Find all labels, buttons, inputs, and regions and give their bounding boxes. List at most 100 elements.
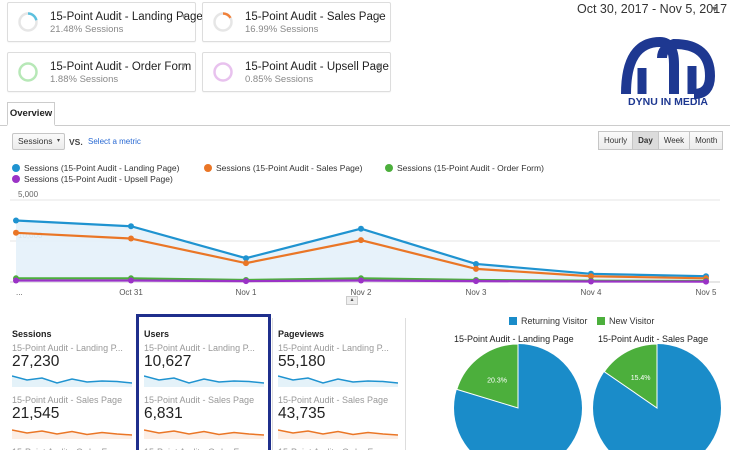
segment-card-sales-page[interactable]: 15-Point Audit - Sales Page 16.99% Sessi… <box>202 2 391 42</box>
series-point <box>128 235 134 242</box>
segment-title: 15-Point Audit - Upsell Page <box>245 61 389 73</box>
scorecard-value: 21,545 <box>12 405 60 422</box>
period-month-button[interactable]: Month <box>689 131 724 150</box>
x-tick-label: Nov 1 <box>236 288 257 297</box>
segment-subtitle: 21.48% Sessions <box>50 24 124 35</box>
collapse-chart-icon[interactable]: ▴ <box>346 296 358 305</box>
scorecard-users[interactable]: Users 15-Point Audit - Landing P... 10,627… <box>144 329 272 450</box>
divider <box>405 318 406 450</box>
segment-ring-icon <box>213 62 233 82</box>
x-tick-label: Nov 5 <box>696 288 717 297</box>
period-day-button[interactable]: Day <box>632 131 659 150</box>
segment-title: 15-Point Audit - Landing Page <box>50 11 203 23</box>
period-week-button[interactable]: Week <box>657 131 691 150</box>
segment-subtitle: 0.85% Sessions <box>245 74 314 85</box>
series-point <box>243 260 249 267</box>
pie-slice-new <box>603 343 658 409</box>
segment-ring-icon <box>213 12 233 32</box>
pie-legend-new: New Visitor <box>597 316 654 326</box>
series-point <box>358 237 364 244</box>
segment-card-landing-page[interactable]: 15-Point Audit - Landing Page 21.48% Ses… <box>7 2 203 42</box>
legend-label: Sessions (15-Point Audit - Upsell Page) <box>24 174 173 184</box>
series-area <box>16 220 706 282</box>
legend-label: Sessions (15-Point Audit - Landing Page) <box>24 163 180 173</box>
brand-logo-text: DYNU IN MEDIA <box>628 96 708 108</box>
chevron-down-icon: ▾ <box>56 138 60 144</box>
scorecard-value: 55,180 <box>278 353 326 370</box>
chevron-down-icon[interactable]: ▾ <box>376 11 381 21</box>
date-range-picker[interactable]: Oct 30, 2017 - Nov 5, 2017 <box>577 2 728 16</box>
segment-card-upsell-page[interactable]: 15-Point Audit - Upsell Page 0.85% Sessi… <box>202 52 391 92</box>
legend-item[interactable]: Sessions (15-Point Audit - Upsell Page) <box>12 174 173 184</box>
chevron-down-icon[interactable]: ▾ <box>181 61 186 71</box>
divider <box>272 318 273 450</box>
scorecard-title: Sessions <box>12 329 52 339</box>
pie-legend-label: New Visitor <box>609 316 655 326</box>
x-tick-label: Nov 3 <box>466 288 487 297</box>
metric-select[interactable]: Sessions ▾ <box>12 133 65 150</box>
series-point <box>128 223 134 230</box>
metric-select-label: Sessions <box>18 136 53 146</box>
pie-title-landing: 15-Point Audit - Landing Page <box>454 334 574 344</box>
x-tick-label: Nov 2 <box>351 288 372 297</box>
sparkline <box>12 429 132 439</box>
sparkline <box>144 429 264 439</box>
period-hourly-button[interactable]: Hourly <box>598 131 634 150</box>
segment-ring-icon <box>18 62 38 82</box>
series-point <box>13 217 19 224</box>
scorecard-pageviews[interactable]: Pageviews 15-Point Audit - Landing P... 55… <box>278 329 406 450</box>
segment-card-order-form[interactable]: 15-Point Audit - Order Form 1.88% Sessio… <box>7 52 196 92</box>
segment-ring-icon <box>18 12 38 32</box>
pie-legend-label: Returning Visitor <box>521 316 588 326</box>
x-tick-label: ... <box>16 288 23 297</box>
tab-overview[interactable]: Overview <box>7 102 55 126</box>
brand-logo <box>621 36 716 99</box>
chevron-down-icon[interactable]: ▾ <box>376 61 381 71</box>
legend-square-icon <box>509 317 517 325</box>
scorecard-segment-label: 15-Point Audit - Order Form <box>12 447 123 450</box>
legend-label: Sessions (15-Point Audit - Sales Page) <box>216 163 363 173</box>
series-point <box>703 278 709 285</box>
scorecard-value: 6,831 <box>144 405 183 422</box>
y-tick-label: 5,000 <box>18 190 39 199</box>
scorecard-segment-label: 15-Point Audit - Sales Page <box>144 395 255 405</box>
scorecard-segment-label: 15-Point Audit - Landing P... <box>12 343 123 353</box>
series-point <box>473 265 479 272</box>
scorecard-value: 10,627 <box>144 353 192 370</box>
legend-item[interactable]: Sessions (15-Point Audit - Landing Page) <box>12 163 179 173</box>
sparkline <box>12 375 132 387</box>
series-point <box>358 225 364 232</box>
series-point <box>13 277 19 284</box>
segment-subtitle: 1.88% Sessions <box>50 74 119 85</box>
scorecard-segment-label: 15-Point Audit - Sales Page <box>12 395 123 405</box>
series-point <box>473 260 479 267</box>
series-point <box>128 277 134 284</box>
sparkline <box>278 375 398 387</box>
pie-slice-new <box>456 343 519 409</box>
series-point <box>473 278 479 285</box>
legend-dot-icon <box>385 164 393 172</box>
series-point <box>358 277 364 284</box>
pie-legend-returning: Returning Visitor <box>509 316 587 326</box>
legend-label: Sessions (15-Point Audit - Order Form) <box>397 163 544 173</box>
pie-slice-returning <box>454 344 582 450</box>
pie-slice-returning <box>593 344 721 450</box>
scorecard-sessions[interactable]: Sessions 15-Point Audit - Landing P... 27,… <box>12 329 140 450</box>
select-metric-link[interactable]: Select a metric <box>88 137 141 146</box>
legend-dot-icon <box>12 164 20 172</box>
vs-label: VS. <box>69 137 83 147</box>
series-point <box>243 278 249 285</box>
scorecard-title: Pageviews <box>278 329 325 339</box>
sparkline <box>278 429 398 439</box>
legend-dot-icon <box>12 175 20 183</box>
chevron-down-icon[interactable]: ▾ <box>712 4 718 15</box>
scorecard-segment-label: 15-Point Audit - Order Form <box>278 447 389 450</box>
legend-item[interactable]: Sessions (15-Point Audit - Order Form) <box>385 163 544 173</box>
scorecard-title: Users <box>144 329 170 339</box>
series-point <box>588 278 594 285</box>
series-point <box>243 255 249 262</box>
pie-slice-label: 20.3% <box>487 378 507 385</box>
legend-item[interactable]: Sessions (15-Point Audit - Sales Page) <box>204 163 362 173</box>
pie-slice-label: 15.4% <box>631 375 651 382</box>
chevron-down-icon[interactable]: ▾ <box>181 11 186 21</box>
